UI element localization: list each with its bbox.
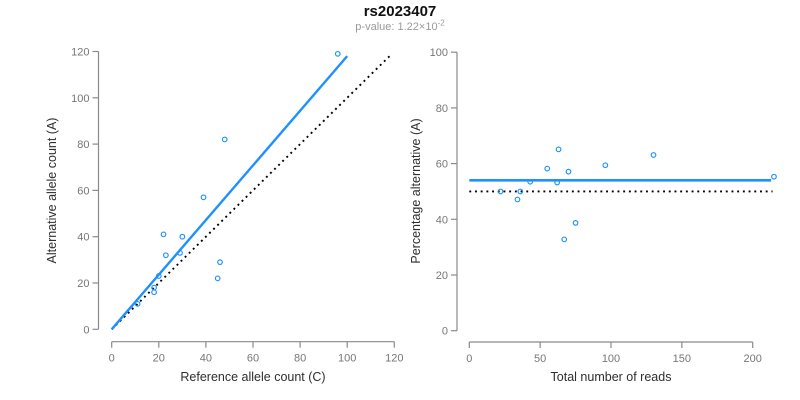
data-points [497,146,777,243]
y-axis-title: Percentage alternative (A) [409,118,423,263]
pvalue-exponent: -2 [437,18,445,28]
data-point [214,275,221,282]
data-point [155,273,162,279]
data-point [544,165,551,172]
data-point [517,188,524,195]
right-plot: 0 20 40 60 80 100 0 50 100 150 200 Total number of … [409,47,777,384]
x-tick-label: 60 [247,353,259,365]
data-point [514,196,521,203]
x-tick-label: 120 [385,353,403,365]
y-tick-label: 100 [430,47,448,59]
y-tick-label: 20 [436,270,448,282]
y-tick-label: 0 [83,324,89,336]
data-point [177,250,183,256]
data-point [334,50,341,57]
data-point [555,146,562,153]
data-point [650,152,657,158]
data-point [162,252,169,259]
y-tick-label: 40 [77,232,89,244]
data-point [572,220,579,226]
x-tick-label: 150 [673,353,691,365]
fit-line [110,55,349,331]
y-axis: 0 20 40 60 80 100 [430,47,458,338]
page-title: rs2023407 [363,3,437,20]
x-axis-title: Reference allele count (C) [180,370,325,384]
left-plot: 0 20 40 60 80 100 120 0 20 40 60 80 100 120 Reference … [45,47,403,385]
data-points [134,50,341,307]
y-axis: 0 20 40 60 80 100 120 [71,47,100,336]
x-tick-label: 0 [466,353,472,365]
x-tick-label: 200 [744,353,762,365]
y-tick-label: 80 [436,103,448,115]
x-tick-label: 50 [534,353,546,365]
data-point [527,178,534,185]
data-point [554,179,561,186]
x-tick-label: 80 [294,353,306,365]
x-tick-label: 100 [602,353,620,365]
data-point [179,233,186,240]
x-tick-label: 100 [338,353,356,365]
y-tick-label: 60 [77,185,89,197]
y-tick-label: 20 [77,278,89,290]
pvalue-subtitle: p-value: 1.22×10-2 [0,18,800,33]
data-point [217,259,223,266]
x-axis-title: Total number of reads [551,370,672,384]
data-point [151,284,157,291]
data-point [565,168,572,175]
pvalue-text: p-value: 1.22×10 [355,21,438,33]
data-point [151,289,157,296]
y-tick-label: 60 [436,159,448,171]
x-tick-label: 20 [153,353,165,365]
data-point [221,136,228,143]
data-point [160,231,167,238]
x-tick-label: 0 [109,353,115,365]
data-point [771,173,777,180]
y-tick-label: 80 [77,139,89,151]
y-tick-label: 120 [71,47,89,59]
y-tick-label: 0 [442,326,448,338]
data-point [602,162,609,169]
identity-line [111,55,391,330]
data-point [497,188,504,195]
y-tick-label: 40 [436,214,448,226]
y-tick-label: 100 [71,93,89,105]
x-axis: 0 50 100 150 200 [466,341,762,365]
data-point [561,236,568,243]
data-point [200,194,207,201]
y-axis-title: Alternative allele count (A) [45,118,59,264]
x-axis: 0 20 40 60 80 100 120 [109,341,403,365]
data-point [134,300,141,307]
x-tick-label: 40 [200,353,212,365]
